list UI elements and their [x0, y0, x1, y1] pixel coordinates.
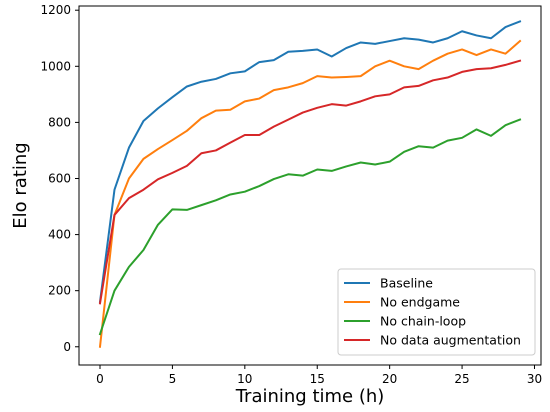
x-tick-label: 20: [382, 372, 397, 386]
y-tick-label: 0: [63, 340, 71, 354]
legend: Baseline No endgame No chain-loop No data a…: [337, 268, 536, 356]
series-line-baseline: [98, 20, 522, 304]
series-line-no-data-augmentation: [98, 59, 522, 305]
y-tick-label: 800: [48, 115, 71, 129]
y-tick-label: 400: [48, 228, 71, 242]
tick-layer: 0 5 10 15 20 25 30 0 200 400 600 800 1000 1200: [40, 3, 542, 386]
series-line-no-chain-loop: [98, 118, 522, 336]
series-line-no-endgame: [98, 39, 522, 348]
legend-label: No chain-loop: [380, 314, 466, 329]
y-tick-label: 1200: [40, 3, 71, 17]
x-tick-label: 0: [96, 372, 104, 386]
legend-label: Baseline: [380, 276, 433, 291]
y-tick-label: 200: [48, 284, 71, 298]
series-layer: [98, 20, 522, 348]
y-tick-label: 1000: [40, 59, 71, 73]
y-tick-label: 600: [48, 171, 71, 185]
x-axis-label: Training time (h): [235, 386, 385, 407]
x-tick-label: 10: [237, 372, 252, 386]
plot-frame: [78, 5, 542, 366]
x-tick-label: 30: [527, 372, 542, 386]
x-tick-label: 15: [310, 372, 325, 386]
x-tick-label: 25: [454, 372, 469, 386]
y-axis-label: Elo rating: [10, 142, 31, 228]
legend-box: [337, 268, 536, 356]
legend-label: No endgame: [380, 295, 460, 310]
x-tick-label: 5: [169, 372, 177, 386]
legend-label: No data augmentation: [380, 333, 521, 348]
